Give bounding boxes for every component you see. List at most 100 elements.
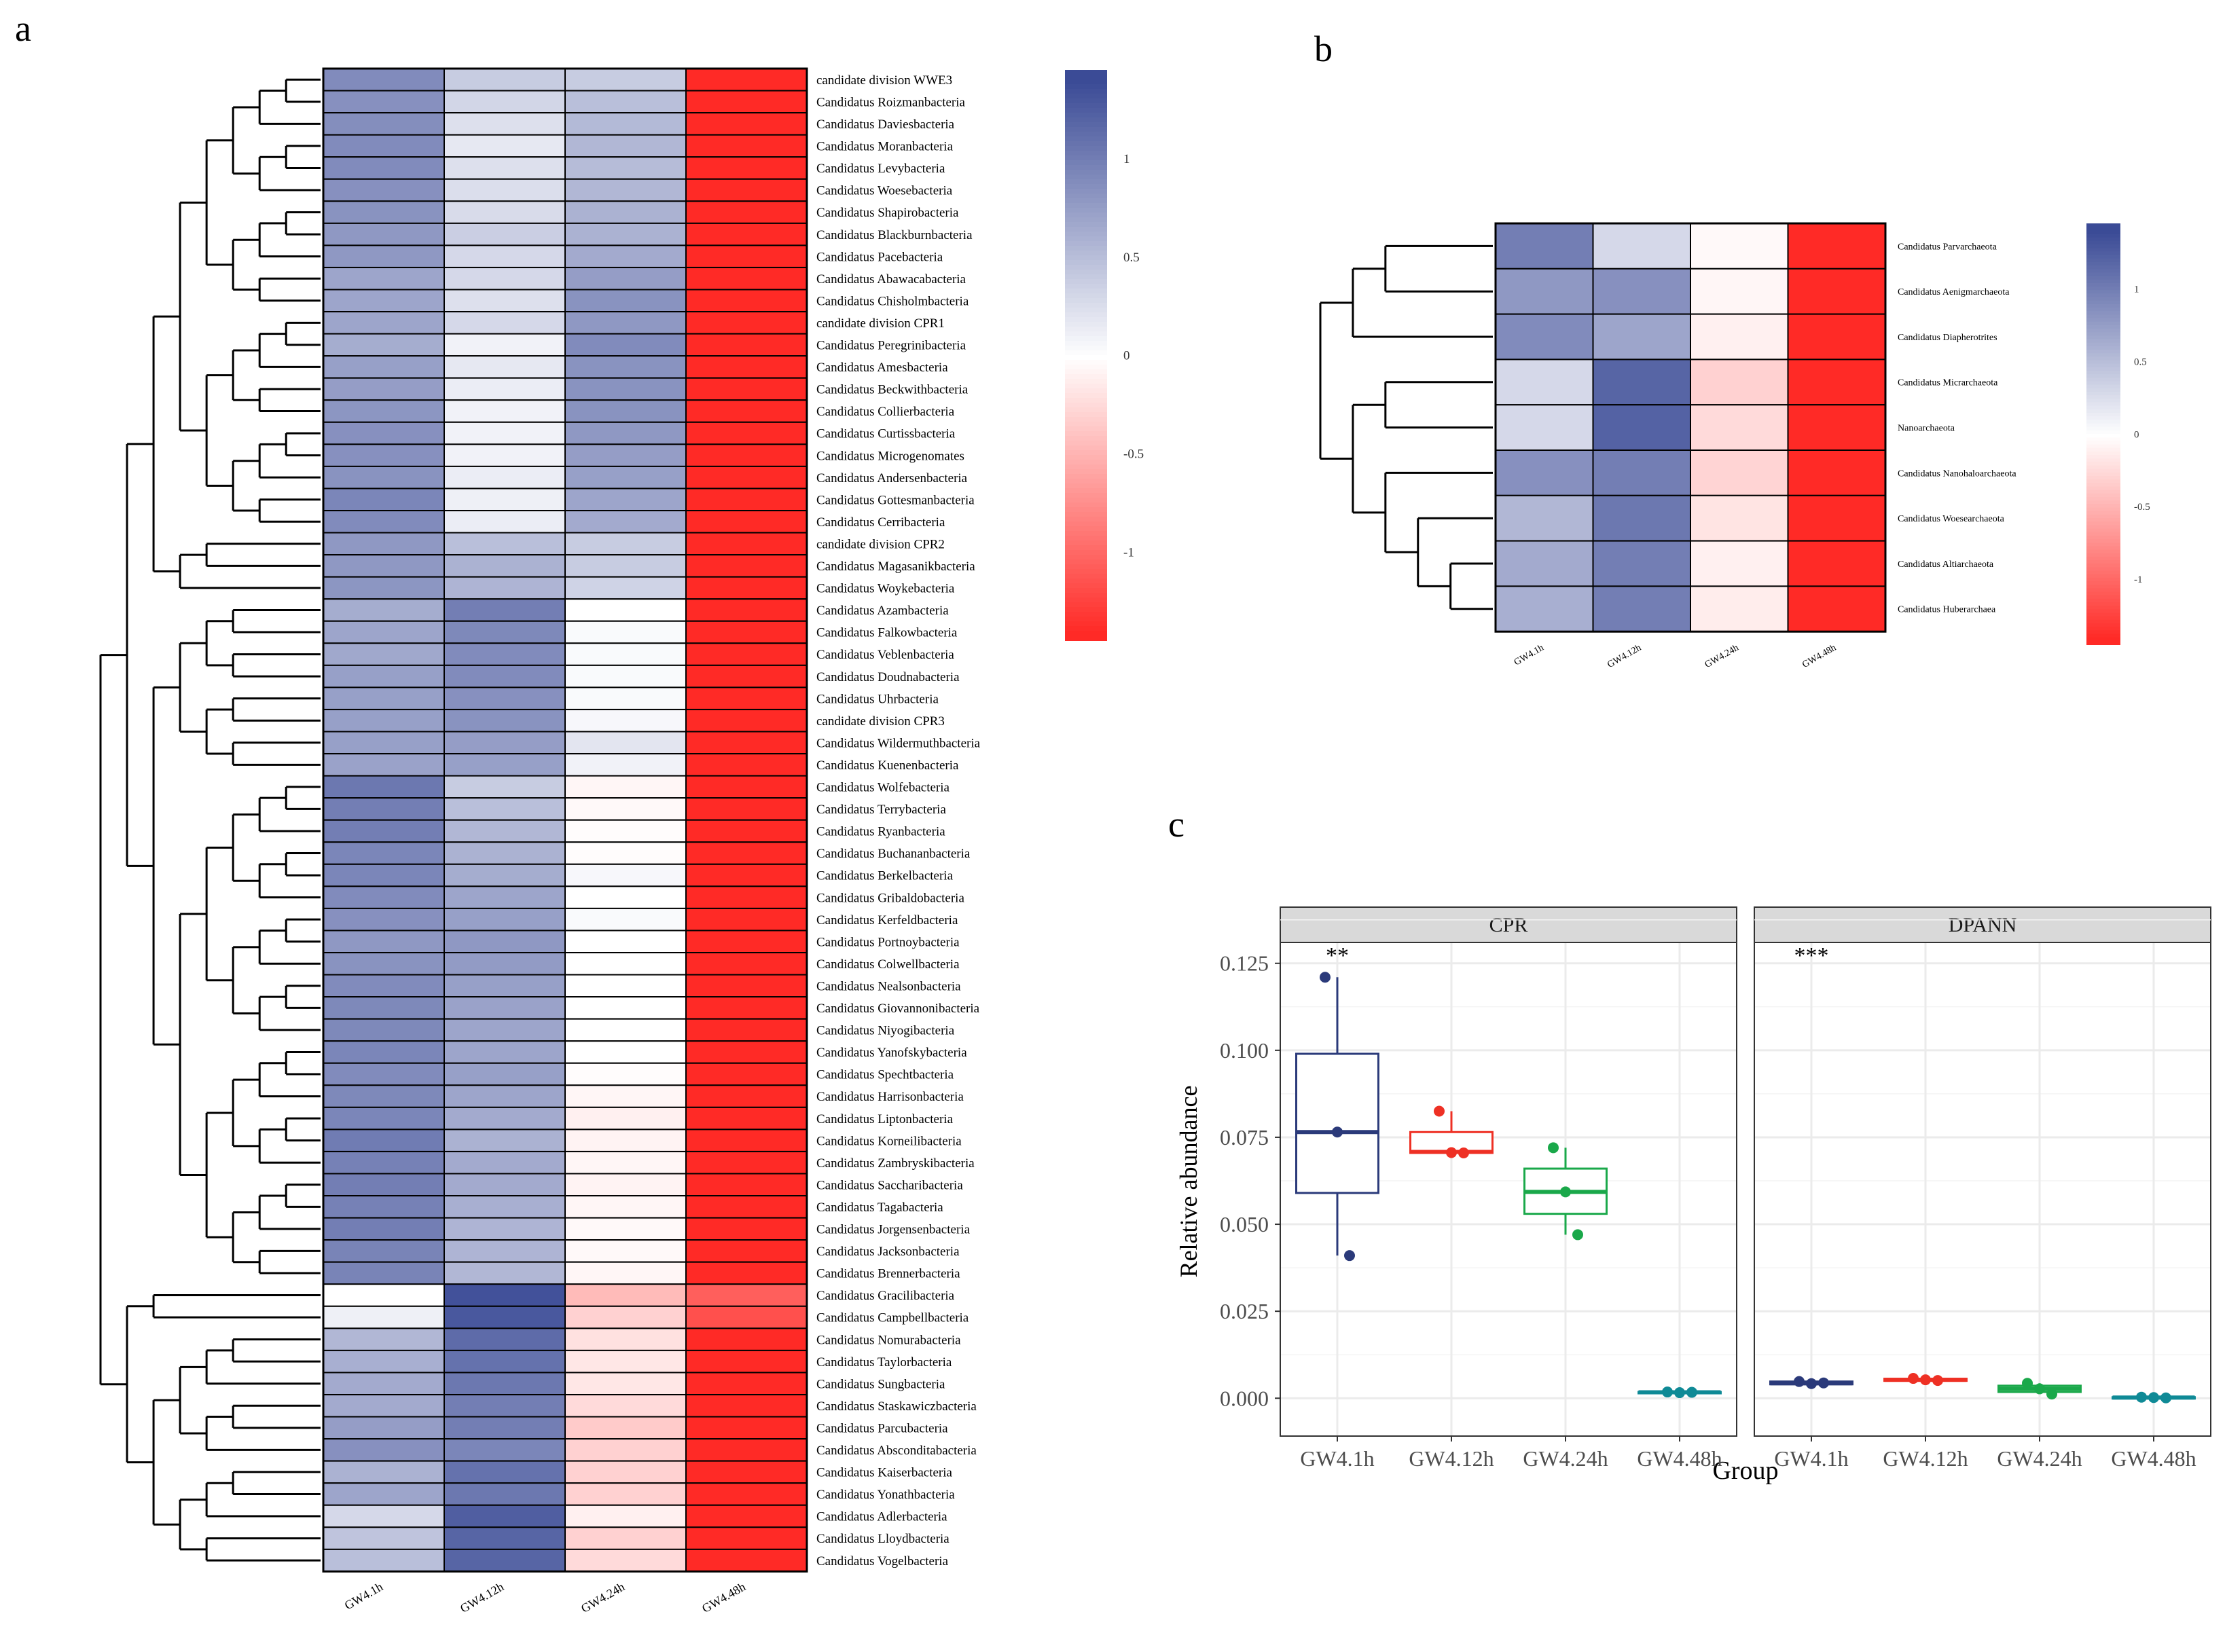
- legend-gradient-step: [1065, 117, 1107, 123]
- legend-gradient-step: [2086, 623, 2120, 628]
- legend-gradient-step: [1065, 626, 1107, 631]
- heatmap-cell: [685, 1173, 808, 1197]
- heatmap-cell: [444, 907, 566, 932]
- legend-gradient-step: [2086, 500, 2120, 505]
- boxplot-c: 0.000 0.025 0.050 0.075 0.100 0.125 Relative a…: [1175, 906, 2211, 1485]
- legend-gradient-step: [1065, 521, 1107, 527]
- heatmap-cell: [685, 974, 808, 998]
- heatmap-cell: [444, 134, 566, 158]
- heatmap-cell: [444, 1548, 566, 1573]
- heatmap-cell: [444, 1372, 566, 1395]
- heatmap-cell: [1787, 223, 1886, 270]
- heatmap-cell: [564, 1327, 687, 1351]
- heatmap-cell: [564, 708, 687, 733]
- heatmap-cell: [685, 863, 808, 887]
- heatmap-cell: [685, 1239, 808, 1263]
- heatmap-cell: [444, 1416, 566, 1440]
- heatmap-cell: [685, 841, 808, 865]
- heatmap-cell: [564, 1261, 687, 1285]
- legend-tick: -1: [1123, 545, 1134, 559]
- row-label: Candidatus Colwellbacteria: [816, 957, 960, 972]
- heatmap-cell: [323, 664, 445, 689]
- heatmap-cell: [564, 1195, 687, 1219]
- heatmap-cell: [323, 907, 445, 932]
- row-label: Candidatus Curtissbacteria: [816, 427, 956, 441]
- facet-panel: [1754, 942, 2211, 1437]
- heatmap-cell: [564, 333, 687, 357]
- heatmap-cell: [444, 863, 566, 887]
- legend-gradient-step: [1065, 612, 1107, 617]
- row-label: Candidatus Falkowbacteria: [816, 626, 958, 640]
- heatmap-cell: [323, 620, 445, 644]
- legend-gradient-step: [1065, 398, 1107, 403]
- legend-gradient-step: [2086, 619, 2120, 624]
- heatmap-cell: [685, 1018, 808, 1042]
- legend-gradient-step: [1065, 236, 1107, 242]
- data-point: [1920, 1374, 1931, 1386]
- heatmap-cell: [1787, 268, 1886, 315]
- legend-gradient-step: [2086, 234, 2120, 238]
- heatmap-cell: [685, 1150, 808, 1175]
- legend-gradient-step: [2086, 265, 2120, 270]
- legend-gradient-step: [2086, 616, 2120, 621]
- legend-gradient-step: [2086, 392, 2120, 397]
- legend-gradient-step: [1065, 493, 1107, 498]
- heatmap-cell: [564, 686, 687, 710]
- heatmap-cell: [444, 1018, 566, 1042]
- heatmap-cell: [444, 1040, 566, 1064]
- legend-gradient-step: [2086, 483, 2120, 488]
- legend-gradient-step: [1065, 436, 1107, 441]
- heatmap-cell: [444, 510, 566, 534]
- heatmap-cell: [1690, 540, 1789, 587]
- heatmap-cell: [323, 930, 445, 953]
- legend-gradient-step: [1065, 79, 1107, 85]
- heatmap-cell: [564, 222, 687, 246]
- heatmap-cell: [685, 1526, 808, 1550]
- legend-gradient-step: [1065, 545, 1107, 551]
- heatmap-cell: [444, 222, 566, 246]
- heatmap-cell: [444, 885, 566, 909]
- legend-gradient-step: [1065, 170, 1107, 175]
- row-label: Candidatus Taylorbacteria: [816, 1355, 952, 1370]
- row-label: Candidatus Zambryskibacteria: [816, 1156, 975, 1171]
- row-label: Candidatus Chisholmbacteria: [816, 294, 969, 308]
- row-label: Candidatus Yonathbacteria: [816, 1488, 955, 1502]
- heatmap-cell: [323, 510, 445, 534]
- heatmap-cell: [323, 200, 445, 224]
- heatmap-cell: [685, 576, 808, 600]
- heatmap-cell: [323, 996, 445, 1020]
- legend-gradient-step: [1065, 84, 1107, 90]
- legend-gradient-step: [1065, 331, 1107, 337]
- legend-gradient-step: [2086, 472, 2120, 477]
- legend-gradient-step: [1065, 598, 1107, 603]
- heatmap-cell: [685, 510, 808, 534]
- legend-gradient-step: [2086, 230, 2120, 235]
- heatmap-cell: [323, 1239, 445, 1263]
- heatmap-b-row-labels: Candidatus Parvarchaeota Candidatus Aenig…: [1898, 242, 2016, 614]
- data-point: [1344, 1250, 1355, 1262]
- row-label: Candidatus Harrisonbacteria: [816, 1090, 964, 1104]
- heatmap-cell: [323, 1504, 445, 1528]
- legend-gradient-step: [2086, 223, 2120, 228]
- heatmap-cell: [564, 200, 687, 224]
- heatmap-cell: [1495, 223, 1594, 270]
- legend-gradient-step: [2086, 434, 2120, 439]
- panel-label-c: c: [1168, 804, 1184, 845]
- legend-gradient-step: [2086, 258, 2120, 263]
- legend-gradient-step: [1065, 498, 1107, 503]
- heatmap-cell: [444, 841, 566, 865]
- legend-gradient-step: [2086, 637, 2120, 642]
- heatmap-cell: [323, 1438, 445, 1462]
- legend-gradient-step: [1065, 431, 1107, 437]
- legend-gradient-step: [2086, 360, 2120, 365]
- heatmap-cell: [564, 1438, 687, 1462]
- legend-gradient-step: [1065, 388, 1107, 394]
- legend-gradient-step: [1065, 165, 1107, 170]
- panel-label-b: b: [1314, 29, 1333, 69]
- heatmap-cell: [444, 178, 566, 202]
- legend-gradient-step: [2086, 290, 2120, 295]
- row-label: Candidatus Cerribacteria: [816, 515, 945, 530]
- legend-gradient-step: [1065, 502, 1107, 508]
- legend-gradient-step: [2086, 567, 2120, 572]
- legend-gradient-step: [1065, 559, 1107, 565]
